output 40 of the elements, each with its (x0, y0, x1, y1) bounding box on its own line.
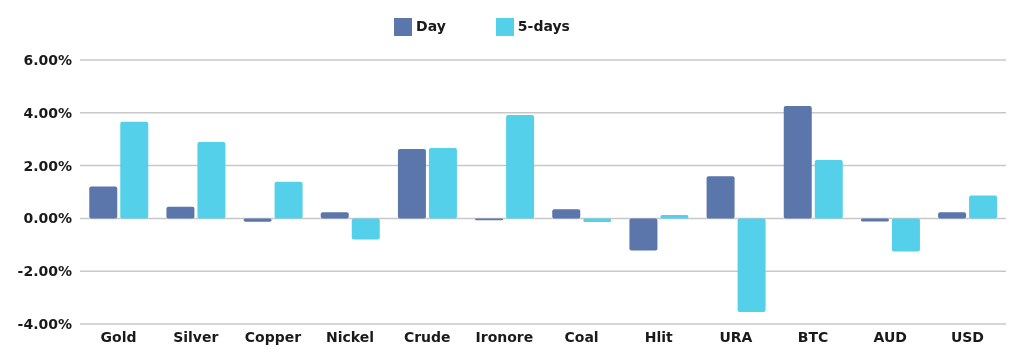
x-tick-label: Copper (244, 328, 302, 345)
bar (320, 212, 349, 219)
bar (120, 121, 149, 219)
bar (629, 218, 658, 251)
legend-label: Day (416, 18, 446, 34)
x-tick-label: Nickel (326, 328, 375, 345)
x-tick-label: Ironore (475, 328, 534, 345)
x-tick-label: Coal (564, 328, 599, 345)
bar (351, 218, 380, 240)
x-tick-label: USD (950, 328, 984, 345)
bar (552, 209, 581, 219)
bar (969, 195, 998, 219)
bar (274, 181, 303, 219)
bar (814, 160, 843, 219)
x-tick-label: Hlit (644, 328, 674, 345)
bar (506, 114, 535, 219)
x-tick-label: Crude (403, 328, 451, 345)
y-tick-label: 6.00% (23, 51, 72, 68)
bar (428, 147, 457, 219)
y-tick-label: 0.00% (23, 210, 72, 227)
x-tick-label: URA (719, 328, 753, 345)
x-tick-label: AUD (873, 328, 907, 345)
y-tick-label: -4.00% (17, 315, 72, 332)
y-tick-label: -2.00% (17, 263, 72, 280)
y-tick-label: 4.00% (23, 104, 72, 121)
bar (89, 186, 118, 219)
legend-label: 5-days (517, 18, 570, 34)
bar (938, 212, 967, 219)
bar (583, 218, 612, 223)
x-tick-label: Gold (100, 328, 137, 345)
bar (197, 142, 226, 219)
bar (783, 105, 812, 219)
bar (891, 218, 920, 252)
bar (737, 218, 766, 313)
x-tick-label: BTC (797, 328, 829, 345)
bar (397, 148, 426, 219)
x-tick-label: Silver (173, 328, 219, 345)
y-tick-label: 2.00% (23, 157, 72, 174)
bar (706, 176, 735, 219)
bar (166, 206, 195, 219)
